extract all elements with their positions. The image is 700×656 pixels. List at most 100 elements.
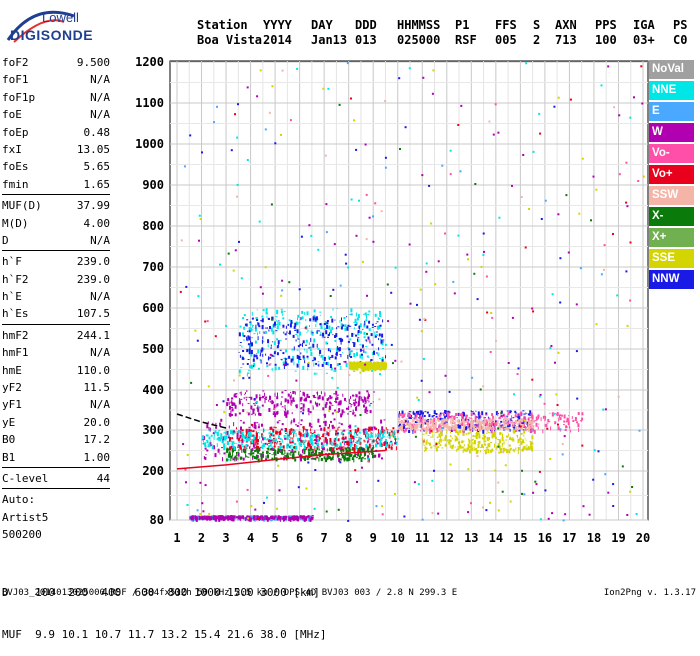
echo-point [269,395,271,398]
echo-point [348,449,350,452]
noise-point [185,481,187,484]
echo-point [275,316,278,318]
echo-point [310,425,313,428]
echo-point [280,310,283,314]
param-value: 9.500 [76,56,110,69]
param-row-g4-1: hmF1 N/A [2,344,110,361]
echo-point [565,421,568,423]
noise-point [403,515,406,518]
echo-point [493,434,496,438]
muf-distance-table: D 100 200 400 600 800 1000 1500 3000 [km… [2,558,327,656]
echo-point [268,445,271,448]
echo-point [242,350,245,352]
y-tick-label: 1000 [135,137,164,151]
echo-point [475,420,478,423]
echo-point [324,420,327,423]
echo-point [347,354,349,359]
echo-point [570,429,572,433]
noise-point [198,214,201,217]
echo-point [360,458,363,462]
echo-point [476,427,479,429]
echo-point [357,448,360,453]
noise-point [564,513,567,516]
echo-point [342,441,343,444]
echo-point [286,445,289,449]
echo-point [290,444,293,446]
echo-point [331,326,334,330]
echo-point [239,398,241,403]
echo-point [322,361,325,364]
echo-point [192,517,195,520]
echo-point [578,428,580,432]
echo-point [361,349,363,351]
header-values-row: Boa Vista 2014 Jan13 013 025000 RSF 005 2 713 100… [197,33,700,48]
echo-point [261,434,264,437]
echo-point [330,457,333,461]
echo-point [378,362,381,365]
header-key-2: DAY [311,18,333,32]
param-separator [2,323,110,325]
echo-point [340,326,343,330]
noise-point [277,464,280,467]
echo-point [381,343,384,346]
echo-point [320,326,323,330]
echo-point [306,331,308,333]
echo-point [503,418,505,421]
echo-point [271,316,274,320]
echo-point [277,392,278,397]
echo-point [326,431,328,436]
echo-point [302,449,303,454]
param-label: hmF2 [2,328,29,342]
echo-point [390,440,393,443]
echo-point [223,435,226,440]
echo-point [343,457,345,462]
echo-point [350,356,353,358]
echo-point [385,446,387,451]
echo-point [457,421,460,424]
echo-point [436,428,439,430]
noise-point [513,393,515,396]
echo-point [292,429,294,431]
echo-point [529,410,532,415]
echo-point [334,439,336,441]
header-key-0: Station [197,18,248,32]
echo-point [497,412,499,417]
echo-point [330,441,333,445]
echo-point [328,397,330,400]
echo-point [339,442,341,446]
echo-point [426,439,428,441]
echo-point [492,432,495,435]
echo-point [309,443,312,445]
noise-point [359,414,362,416]
echo-point [271,446,274,450]
echo-point [462,418,465,423]
echo-point [283,448,285,452]
echo-point [314,439,316,442]
echo-point [504,418,506,420]
echo-point [457,433,460,436]
noise-point [314,469,317,471]
echo-point [340,423,343,426]
echo-point [325,372,328,374]
noise-point [561,453,564,456]
noise-point [236,183,239,186]
param-value: 1.00 [83,450,111,464]
echo-point [221,447,223,449]
echo-point [254,413,256,416]
noise-point [361,466,363,469]
echo-point [422,433,425,435]
echo-point [262,437,264,441]
noise-point [534,480,537,483]
echo-point [354,323,357,326]
echo-point [458,424,460,429]
echo-point [290,516,293,520]
echo-point [476,423,478,425]
echo-point [533,420,535,423]
echo-point [242,332,244,337]
echo-point [326,448,328,452]
echo-point [347,324,350,327]
echo-point [328,456,331,459]
noise-point [575,350,578,353]
echo-point [210,434,213,437]
noise-point [554,361,556,364]
